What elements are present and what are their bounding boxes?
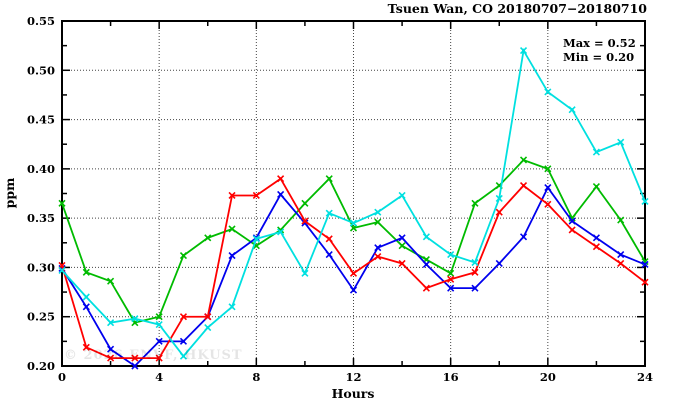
series-line-red xyxy=(61,177,646,360)
annotation-min: Min = 0.20 xyxy=(563,50,634,64)
x-tick-label-0: 0 xyxy=(58,370,66,384)
y-tick-label-0.25: 0.25 xyxy=(27,310,55,324)
x-axis-label: Hours xyxy=(332,386,375,401)
chart-layer: 0 4 8 12 16 20 24 0.20 0.25 0.30 0.35 0.40 0.45 0.50 0… xyxy=(27,14,653,384)
series-line-green xyxy=(61,158,646,324)
x-tick-label-24: 24 xyxy=(637,370,653,384)
x-tick-label-4: 4 xyxy=(155,370,163,384)
plot-border xyxy=(61,20,646,367)
y-tick-label-0.40: 0.40 xyxy=(27,162,55,176)
y-tick-label-0.55: 0.55 xyxy=(27,14,55,28)
y-tick-label-0.20: 0.20 xyxy=(27,359,55,373)
annotation-max: Max = 0.52 xyxy=(563,36,636,50)
x-tick-label-16: 16 xyxy=(443,370,459,384)
y-tick-label-0.35: 0.35 xyxy=(27,211,55,225)
chart-title: Tsuen Wan, CO 20180707−20180710 xyxy=(388,1,648,16)
y-tick-label-0.45: 0.45 xyxy=(27,113,55,127)
x-tick-label-20: 20 xyxy=(540,370,556,384)
watermark: © 2026 ENVF, HKUST xyxy=(64,348,243,363)
y-tick-label-0.50: 0.50 xyxy=(27,63,55,77)
x-tick-label-12: 12 xyxy=(345,370,361,384)
y-tick-label-0.30: 0.30 xyxy=(27,260,55,274)
x-tick-label-8: 8 xyxy=(252,370,260,384)
y-axis-label: ppm xyxy=(2,178,17,209)
